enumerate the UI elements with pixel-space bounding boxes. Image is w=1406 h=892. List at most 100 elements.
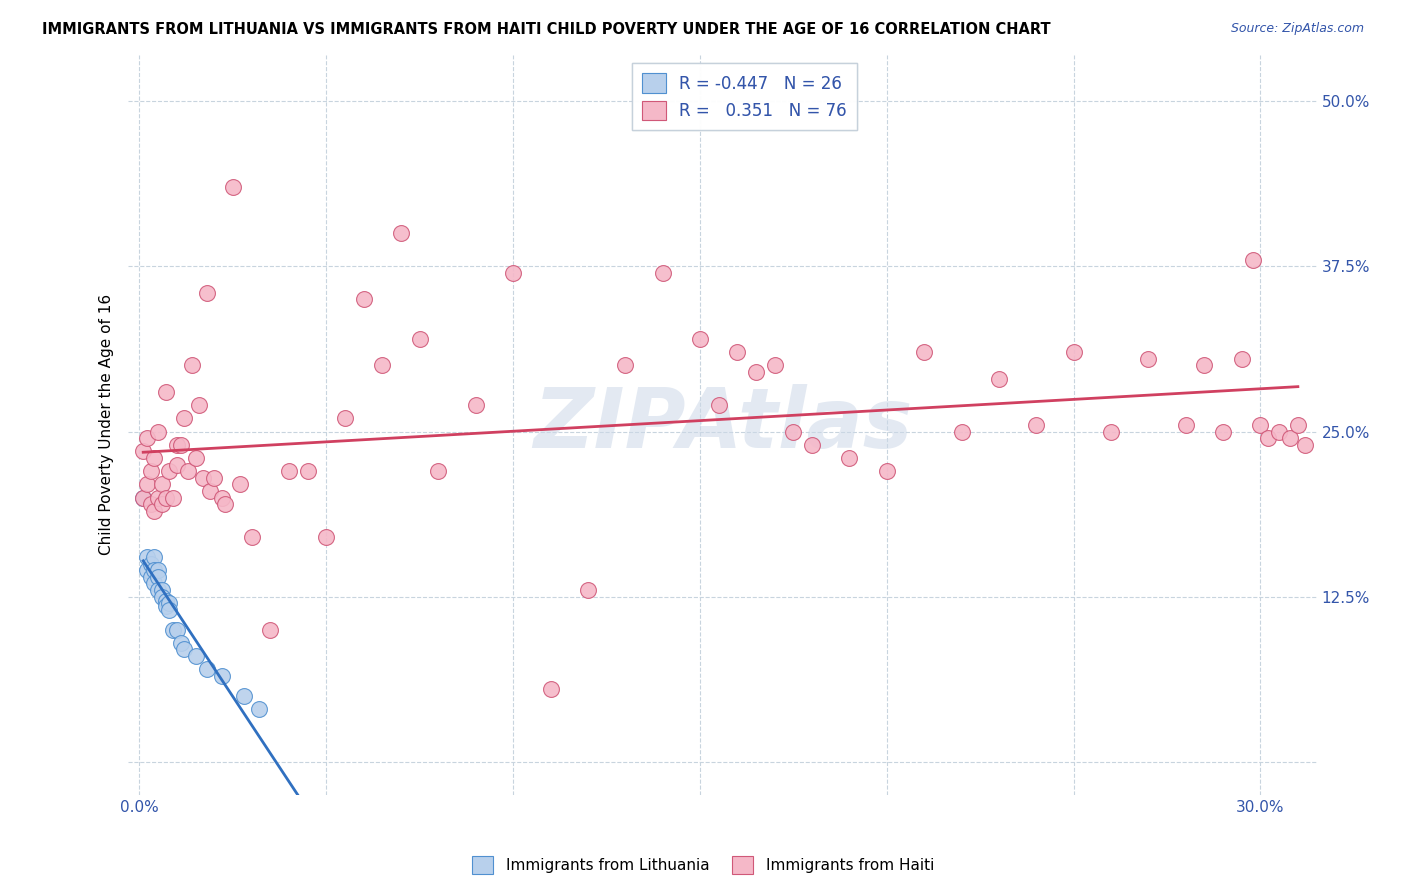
Point	[200, 483, 222, 498]
Point	[162, 491, 184, 505]
Point	[464, 398, 486, 412]
Point	[1268, 425, 1291, 439]
Point	[211, 491, 233, 505]
Point	[651, 266, 673, 280]
Point	[191, 471, 214, 485]
Point	[173, 411, 195, 425]
Point	[502, 266, 524, 280]
Point	[136, 477, 159, 491]
Point	[157, 464, 180, 478]
Point	[1137, 351, 1160, 366]
Point	[1241, 252, 1264, 267]
Point	[150, 497, 173, 511]
Point	[315, 530, 337, 544]
Point	[157, 596, 180, 610]
Point	[184, 648, 207, 663]
Point	[146, 491, 169, 505]
Point	[1230, 351, 1253, 366]
Point	[169, 438, 191, 452]
Point	[1063, 345, 1085, 359]
Point	[166, 438, 188, 452]
Point	[707, 398, 730, 412]
Point	[247, 702, 270, 716]
Point	[166, 458, 188, 472]
Y-axis label: Child Poverty Under the Age of 16: Child Poverty Under the Age of 16	[100, 294, 114, 556]
Point	[950, 425, 973, 439]
Point	[1294, 438, 1316, 452]
Point	[876, 464, 898, 478]
Point	[155, 384, 177, 399]
Point	[540, 681, 562, 696]
Point	[782, 425, 804, 439]
Point	[229, 477, 252, 491]
Point	[188, 398, 211, 412]
Text: ZIPAtlas: ZIPAtlas	[533, 384, 912, 466]
Point	[136, 549, 159, 564]
Legend: R = -0.447   N = 26, R =   0.351   N = 76: R = -0.447 N = 26, R = 0.351 N = 76	[633, 63, 856, 130]
Point	[912, 345, 935, 359]
Point	[146, 563, 169, 577]
Point	[146, 570, 169, 584]
Point	[1257, 431, 1279, 445]
Point	[1250, 417, 1272, 432]
Point	[725, 345, 748, 359]
Point	[240, 530, 263, 544]
Point	[155, 491, 177, 505]
Point	[689, 332, 711, 346]
Point	[180, 359, 202, 373]
Point	[297, 464, 319, 478]
Point	[150, 582, 173, 597]
Point	[139, 557, 162, 571]
Text: Source: ZipAtlas.com: Source: ZipAtlas.com	[1230, 22, 1364, 36]
Text: IMMIGRANTS FROM LITHUANIA VS IMMIGRANTS FROM HAITI CHILD POVERTY UNDER THE AGE O: IMMIGRANTS FROM LITHUANIA VS IMMIGRANTS …	[42, 22, 1050, 37]
Point	[1099, 425, 1122, 439]
Point	[132, 444, 155, 458]
Point	[136, 431, 159, 445]
Point	[259, 623, 281, 637]
Point	[333, 411, 356, 425]
Point	[173, 642, 195, 657]
Point	[353, 293, 375, 307]
Point	[150, 477, 173, 491]
Point	[195, 662, 218, 676]
Point	[1212, 425, 1234, 439]
Point	[169, 636, 191, 650]
Point	[155, 599, 177, 613]
Point	[132, 491, 155, 505]
Point	[211, 669, 233, 683]
Point	[409, 332, 432, 346]
Point	[143, 504, 166, 518]
Point	[166, 623, 188, 637]
Point	[143, 450, 166, 465]
Point	[139, 497, 162, 511]
Point	[1286, 417, 1309, 432]
Point	[614, 359, 637, 373]
Point	[1025, 417, 1047, 432]
Point	[136, 563, 159, 577]
Point	[838, 450, 860, 465]
Point	[157, 603, 180, 617]
Point	[143, 563, 166, 577]
Point	[214, 497, 236, 511]
Point	[146, 425, 169, 439]
Point	[202, 471, 225, 485]
Point	[1279, 431, 1302, 445]
Point	[987, 372, 1010, 386]
Point	[427, 464, 450, 478]
Point	[143, 576, 166, 591]
Point	[576, 582, 599, 597]
Point	[763, 359, 786, 373]
Point	[389, 227, 412, 241]
Point	[162, 623, 184, 637]
Point	[177, 464, 200, 478]
Point	[801, 438, 824, 452]
Point	[371, 359, 394, 373]
Point	[745, 365, 768, 379]
Point	[146, 582, 169, 597]
Point	[184, 450, 207, 465]
Legend: Immigrants from Lithuania, Immigrants from Haiti: Immigrants from Lithuania, Immigrants fr…	[465, 850, 941, 880]
Point	[139, 464, 162, 478]
Point	[155, 593, 177, 607]
Point	[1174, 417, 1197, 432]
Point	[195, 285, 218, 300]
